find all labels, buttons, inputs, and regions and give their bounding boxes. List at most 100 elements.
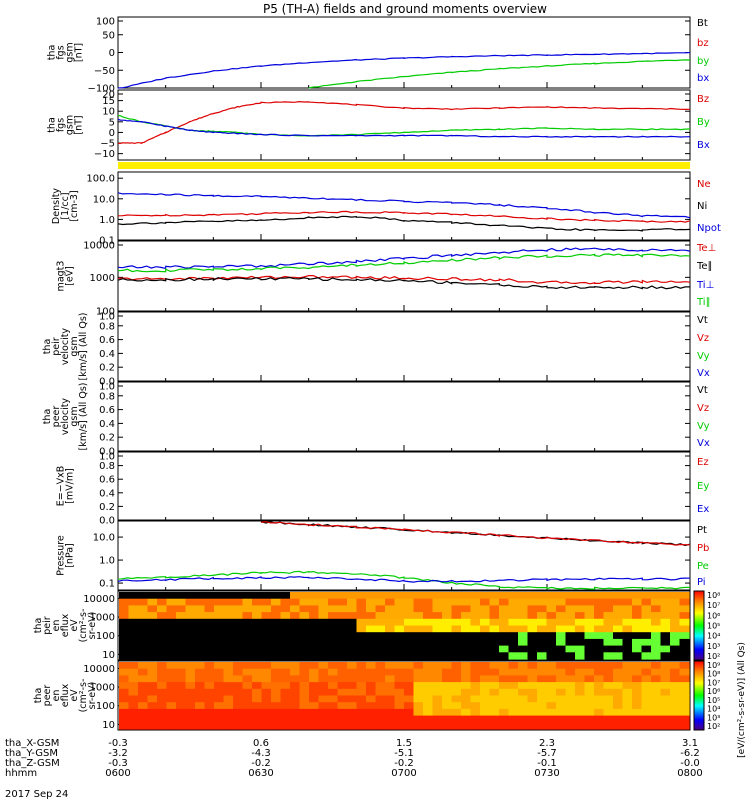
heatmap-cell (214, 605, 225, 613)
heatmap-cell (138, 598, 149, 606)
heatmap-cell (157, 618, 168, 627)
heatmap-cell (233, 645, 244, 653)
heatmap-cell (385, 662, 396, 670)
footer-value: 1.5 (396, 738, 412, 749)
heatmap-cell (214, 638, 225, 647)
heatmap-cell (195, 722, 206, 730)
heatmap-cell (147, 722, 158, 730)
heatmap-cell (442, 662, 453, 670)
heatmap-cell (195, 668, 206, 676)
heatmap-cell (651, 688, 662, 697)
heatmap-cell (337, 702, 348, 710)
heatmap-cell (537, 632, 548, 640)
heatmap-cell (375, 638, 386, 647)
heatmap-cell (337, 695, 348, 703)
heatmap-cell (641, 702, 652, 710)
heatmap-cell (622, 688, 633, 697)
heatmap-cell (670, 638, 681, 647)
heatmap-cell (423, 708, 434, 717)
legend-label: Te⊥ (696, 243, 716, 254)
heatmap-cell (223, 605, 234, 613)
heatmap-cell (204, 632, 215, 640)
heatmap-cell (195, 652, 206, 660)
heatmap-cell (223, 652, 234, 660)
heatmap-cell (271, 632, 282, 640)
heatmap-cell (565, 715, 576, 723)
heatmap-cell (176, 688, 187, 697)
heatmap-cell (651, 682, 662, 690)
heatmap-cell (451, 638, 462, 647)
heatmap-cell (594, 625, 605, 633)
heatmap-cell (508, 612, 519, 620)
heatmap-cell (261, 688, 272, 697)
heatmap-cell (147, 632, 158, 640)
legend-label: Vx (697, 368, 710, 379)
heatmap-cell (138, 605, 149, 613)
heatmap-cell (252, 638, 263, 647)
y-tick-label: 0.4 (99, 349, 115, 360)
heatmap-cell (147, 675, 158, 683)
heatmap-cell (375, 618, 386, 627)
panel-peer_velocity: 1.00.8 0.6 0.4 0.2 0.0 thapeervelocitygsm[km/… (42, 381, 710, 458)
heatmap-cell (622, 598, 633, 606)
legend-label: bz (697, 38, 709, 49)
heatmap-cell (451, 675, 462, 683)
heatmap-cell (261, 662, 272, 670)
heatmap-cell (271, 605, 282, 613)
heatmap-cell (461, 632, 472, 640)
heatmap-cell (527, 592, 538, 600)
heatmap-cell (242, 598, 253, 606)
heatmap-cell (527, 675, 538, 683)
heatmap-cell (375, 688, 386, 697)
heatmap-cell (660, 605, 671, 613)
heatmap-cell (518, 722, 529, 730)
heatmap-cell (176, 625, 187, 633)
heatmap-cell (176, 652, 187, 660)
heatmap-cell (157, 632, 168, 640)
heatmap-cell (214, 645, 225, 653)
heatmap-cell (119, 682, 130, 690)
heatmap-cell (223, 682, 234, 690)
heatmap-cell (385, 618, 396, 627)
heatmap-cell (223, 618, 234, 627)
heatmap-cell (632, 682, 643, 690)
heatmap-cell (252, 715, 263, 723)
y-tick-label: 0.6 (99, 335, 115, 346)
heatmap-cell (309, 708, 320, 717)
heatmap-cell (603, 675, 614, 683)
heatmap-cell (185, 645, 196, 653)
y-tick-label: 0.1 (99, 236, 115, 247)
heatmap-cell (518, 675, 529, 683)
heatmap-cell (299, 632, 310, 640)
y-tick-label: 1.0 (99, 312, 115, 323)
heatmap-cell (290, 688, 301, 697)
heatmap-cell (584, 722, 595, 730)
heatmap-cell (309, 625, 320, 633)
heatmap-cell (394, 605, 405, 613)
heatmap-cell (261, 612, 272, 620)
heatmap-cell (679, 695, 690, 703)
heatmap-cell (404, 722, 415, 730)
heatmap-cell (651, 675, 662, 683)
heatmap-cell (470, 708, 481, 717)
heatmap-cell (537, 638, 548, 647)
heatmap-cell (575, 708, 586, 717)
y-axis-label: fgs (56, 45, 67, 59)
heatmap-cell (157, 612, 168, 620)
heatmap-cell (223, 668, 234, 676)
heatmap-cell (157, 662, 168, 670)
heatmap-cell (575, 682, 586, 690)
heatmap-cell (147, 682, 158, 690)
heatmap-cell (613, 675, 624, 683)
y-axis-label: [km/s] (All Qs) (78, 313, 89, 381)
heatmap-cell (489, 682, 500, 690)
heatmap-cell (423, 618, 434, 627)
y-tick-label: 0.0 (99, 377, 115, 388)
heatmap-cell (622, 625, 633, 633)
heatmap-cell (613, 708, 624, 717)
y-axis-label: velocity (60, 328, 71, 366)
panel-efield: 1.00.8 0.6 0.4 0.2 0.0 E=−VxB[mV/m] Ez Ey Ex (56, 451, 709, 527)
heatmap-cell (423, 625, 434, 633)
heatmap-cell (157, 605, 168, 613)
heatmap-cell (432, 598, 443, 606)
